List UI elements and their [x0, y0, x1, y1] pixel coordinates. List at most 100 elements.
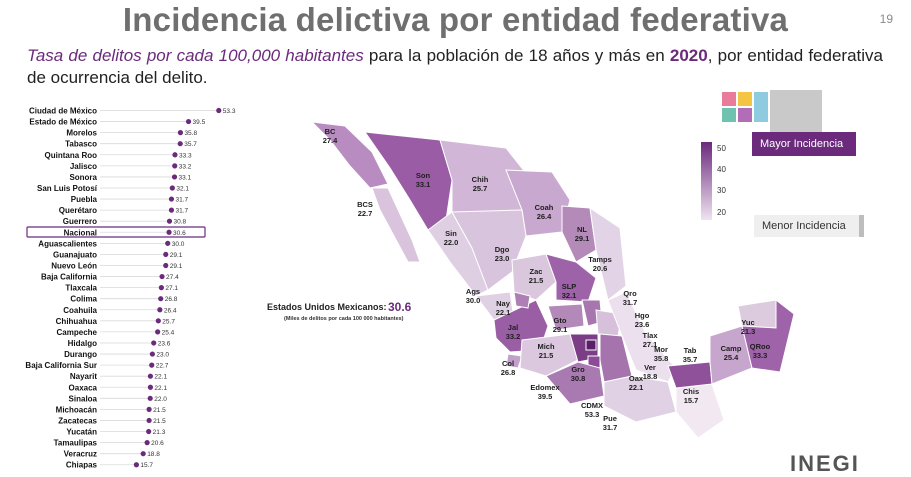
data-point [177, 141, 183, 147]
subtitle: Tasa de delitos por cada 100,000 habitan… [27, 45, 883, 89]
value-label: 33.2 [179, 163, 192, 170]
subtitle-italic: Tasa de delitos por cada 100,000 habitan… [27, 46, 364, 65]
region-gro [545, 361, 605, 405]
value-label: 22.1 [154, 385, 167, 392]
inegi-mark-icon [722, 90, 822, 134]
mexico-map [310, 121, 795, 439]
map-state-name: Hgo [635, 311, 650, 320]
region-ags [513, 291, 531, 309]
value-label: 30.6 [173, 230, 186, 237]
value-label: 31.7 [175, 208, 188, 215]
region-dgo [451, 209, 527, 291]
region-tamps [589, 206, 627, 301]
map-state-name: Gro [571, 365, 585, 374]
category-label: Coahuila [63, 306, 97, 315]
map-state-name: Jal [508, 323, 518, 332]
category-label: Ciudad de México [29, 107, 97, 116]
legend-tick: 40 [717, 165, 726, 174]
legend-tick: 50 [717, 144, 726, 153]
data-point [147, 395, 153, 401]
map-state-value: 30.0 [466, 296, 481, 305]
map-state-value: 35.8 [654, 354, 669, 363]
slide-number: 19 [879, 12, 893, 26]
data-point [157, 307, 163, 313]
map-state-value: 30.8 [571, 374, 586, 383]
value-label: 23.0 [156, 352, 169, 359]
region-cdmx [585, 339, 597, 351]
data-point [185, 118, 192, 125]
map-state-name: CDMX [581, 401, 603, 410]
map-state-name: Chis [683, 387, 699, 396]
map-state-name: BC [325, 127, 336, 136]
category-label: Oaxaca [69, 383, 98, 392]
data-point [147, 373, 154, 379]
legend-menor-incidencia: Menor Incidencia [754, 215, 864, 237]
value-label: 22.7 [156, 363, 169, 370]
subtitle-pre-year: para la población de 18 años y más en [363, 46, 670, 65]
data-point [149, 351, 155, 357]
region-nl [561, 205, 597, 263]
value-label: 30.8 [173, 219, 186, 226]
data-point [158, 296, 164, 302]
map-state-value: 26.8 [501, 368, 516, 377]
map-state-name: Nay [496, 299, 511, 308]
region-gto [547, 303, 585, 331]
category-label: Durango [64, 350, 97, 359]
map-state-name: Camp [721, 344, 742, 353]
value-label: 30.0 [172, 241, 185, 248]
map-state-value: 29.1 [553, 325, 568, 334]
map-state-value: 22.1 [629, 383, 644, 392]
category-label: Nacional [64, 228, 97, 237]
map-state-value: 21.3 [741, 327, 756, 336]
category-label: Veracruz [64, 450, 97, 459]
region-col [505, 353, 523, 369]
data-point [172, 152, 178, 158]
value-label: 39.5 [193, 119, 206, 126]
data-point [140, 451, 146, 457]
map-state-value: 15.7 [684, 396, 699, 405]
map-labels: BC27.4BCS22.7Son33.1Chih25.7Coah26.4NL29… [323, 127, 771, 432]
map-state-value: 33.1 [416, 180, 431, 189]
map-state-value: 18.8 [643, 372, 658, 381]
value-label: 27.1 [165, 285, 178, 292]
data-point [158, 285, 164, 291]
value-label: 25.4 [162, 329, 175, 336]
data-point [144, 440, 150, 446]
map-state-value: 26.4 [537, 212, 552, 221]
category-label: Colima [70, 295, 97, 304]
map-state-name: Oax [629, 374, 644, 383]
category-label: Zacatecas [58, 416, 97, 425]
value-label: 53.3 [223, 108, 236, 115]
data-point [216, 107, 222, 114]
data-point [149, 362, 155, 368]
category-label: Guanajuato [53, 250, 97, 259]
category-label: San Luis Potosí [37, 184, 98, 193]
value-label: 29.1 [170, 263, 183, 270]
data-point [166, 218, 173, 224]
map-state-value: 21.5 [529, 276, 544, 285]
region-mich [519, 333, 579, 377]
national-note: (Miles de delitos por cada 100 000 habit… [284, 316, 404, 322]
data-point [177, 130, 184, 136]
category-label: Quintana Roo [45, 151, 98, 160]
map-state-name: Col [502, 359, 514, 368]
category-label: Tamaulipas [54, 439, 98, 448]
category-label: Nuevo León [51, 261, 97, 270]
category-label: Sinaloa [69, 394, 98, 403]
region-bcs [371, 187, 421, 263]
map-state-value: 25.4 [724, 353, 739, 362]
map-state-value: 23.6 [635, 320, 650, 329]
category-label: Baja California [41, 273, 98, 282]
category-label: Chihuahua [56, 317, 98, 326]
value-label: 27.4 [166, 274, 179, 281]
map-state-value: 20.6 [593, 264, 608, 273]
data-point [155, 329, 161, 335]
data-point [169, 185, 175, 191]
map-state-value: 32.1 [562, 291, 577, 300]
map-state-value: 31.7 [623, 298, 638, 307]
category-label: Aguascalientes [38, 239, 97, 248]
data-point [168, 207, 175, 213]
value-label: 22.1 [154, 374, 167, 381]
data-point [163, 251, 169, 258]
